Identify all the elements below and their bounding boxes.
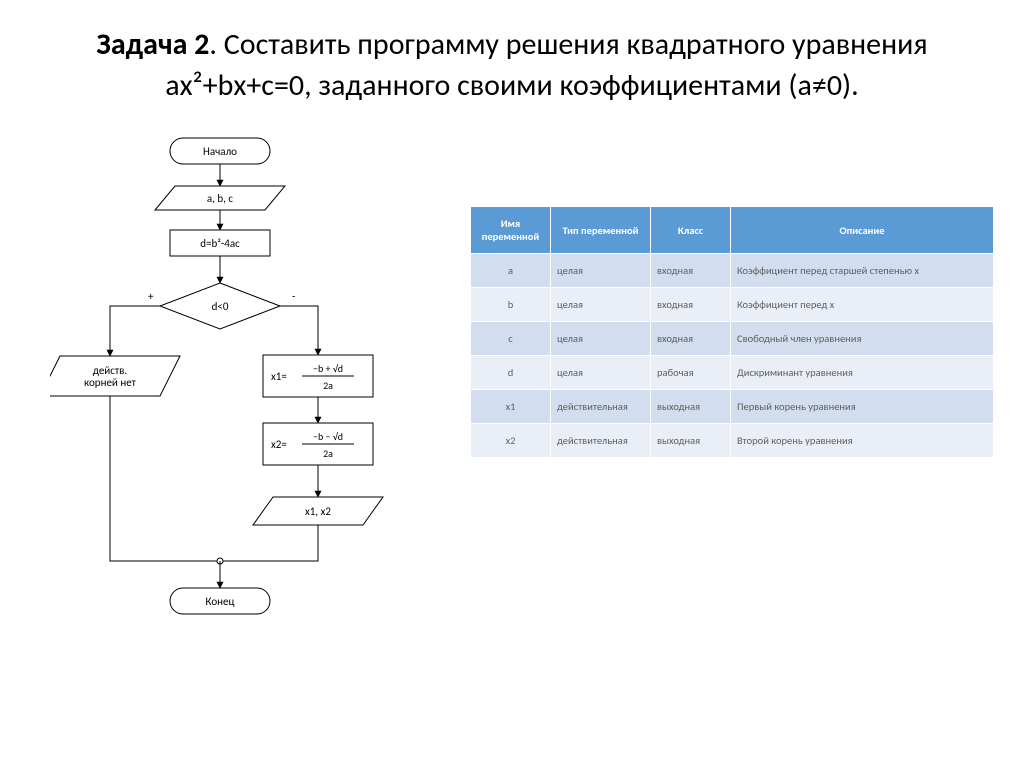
svg-text:d<0: d<0	[212, 300, 229, 313]
table-cell: рабочая	[651, 356, 731, 390]
table-cell: входная	[651, 288, 731, 322]
table-cell: целая	[551, 356, 651, 390]
table-cell: b	[471, 288, 551, 322]
table-cell: x2	[471, 424, 551, 458]
variables-table: Имя переменной Тип переменной Класс Опис…	[470, 206, 994, 458]
flowchart-svg: Началоa, b, cd=b²-4acd<0действ.корней не…	[50, 126, 430, 666]
flowchart: Началоa, b, cd=b²-4acd<0действ.корней не…	[50, 126, 430, 666]
table-cell: Свободный член уравнения	[731, 322, 994, 356]
svg-text:−b + √d: −b + √d	[313, 362, 343, 375]
svg-text:2a: 2a	[323, 447, 333, 460]
svg-text:Конец: Конец	[206, 595, 235, 608]
title-rest: . Составить программу решения квадратног…	[165, 26, 927, 104]
svg-text:Начало: Начало	[203, 145, 237, 158]
table-cell: Коэффициент перед старшей степенью х	[731, 254, 994, 288]
table-cell: входная	[651, 254, 731, 288]
svg-text:корней нет: корней нет	[84, 376, 137, 389]
table-cell: действительная	[551, 424, 651, 458]
table-cell: Первый корень уравнения	[731, 390, 994, 424]
table-cell: d	[471, 356, 551, 390]
th-desc: Описание	[731, 207, 994, 254]
title-bold: Задача 2	[96, 26, 209, 63]
th-class: Класс	[651, 207, 731, 254]
table-row: aцелаявходнаяКоэффициент перед старшей с…	[471, 254, 994, 288]
table-cell: выходная	[651, 424, 731, 458]
table-cell: Второй корень уравнения	[731, 424, 994, 458]
table-cell: входная	[651, 322, 731, 356]
page-title: Задача 2. Составить программу решения кв…	[0, 0, 1024, 116]
table-cell: Дискриминант уравнения	[731, 356, 994, 390]
table-cell: c	[471, 322, 551, 356]
table-row: x2действительнаявыходнаяВторой корень ур…	[471, 424, 994, 458]
table-cell: x1	[471, 390, 551, 424]
th-var: Имя переменной	[471, 207, 551, 254]
table-cell: a	[471, 254, 551, 288]
table-cell: действительная	[551, 390, 651, 424]
svg-text:d=b²-4ac: d=b²-4ac	[200, 237, 240, 250]
svg-text:x1, x2: x1, x2	[305, 505, 331, 518]
table-header-row: Имя переменной Тип переменной Класс Опис…	[471, 207, 994, 254]
svg-text:a, b, c: a, b, c	[207, 192, 234, 205]
table-cell: целая	[551, 322, 651, 356]
table-cell: выходная	[651, 390, 731, 424]
svg-text:x2=: x2=	[271, 438, 287, 451]
table-row: cцелаявходнаяСвободный член уравнения	[471, 322, 994, 356]
th-type: Тип переменной	[551, 207, 651, 254]
svg-text:x1=: x1=	[271, 370, 287, 383]
table-cell: целая	[551, 288, 651, 322]
svg-text:+: +	[148, 290, 154, 303]
table-row: dцелаярабочаяДискриминант уравнения	[471, 356, 994, 390]
svg-text:−b − √d: −b − √d	[313, 430, 343, 443]
table-cell: Коэффициент перед х	[731, 288, 994, 322]
table-cell: целая	[551, 254, 651, 288]
svg-text:2a: 2a	[323, 379, 333, 392]
table-row: x1действительнаявыходнаяПервый корень ур…	[471, 390, 994, 424]
table-row: bцелаявходнаяКоэффициент перед х	[471, 288, 994, 322]
svg-text:-: -	[292, 290, 295, 303]
